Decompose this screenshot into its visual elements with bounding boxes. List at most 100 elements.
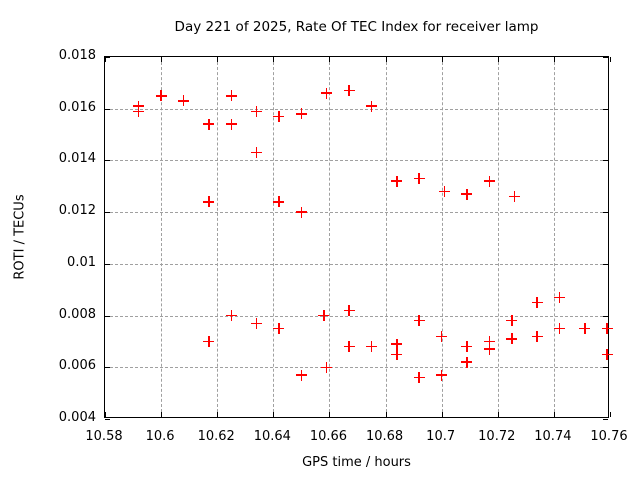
gridline-vertical <box>553 57 555 417</box>
gridline-vertical <box>273 57 275 417</box>
x-tick-label: 10.72 <box>478 429 516 444</box>
tick-mark-right <box>603 263 608 265</box>
tick-mark-bottom <box>553 412 555 417</box>
tick-mark-top <box>610 57 611 62</box>
x-axis-label: GPS time / hours <box>302 455 411 470</box>
tick-mark-bottom <box>105 412 106 417</box>
x-tick-label: 10.76 <box>590 429 628 444</box>
tick-mark-top <box>161 57 163 62</box>
tick-mark-left <box>105 160 110 162</box>
data-point <box>506 333 518 345</box>
gridline-vertical <box>385 57 387 417</box>
x-tick-label: 10.74 <box>534 429 572 444</box>
tick-mark-left <box>105 108 110 110</box>
x-tick-label: 10.58 <box>85 429 123 444</box>
y-tick-label: 0.006 <box>58 358 96 374</box>
tick-mark-right <box>603 57 608 58</box>
data-point <box>509 191 521 203</box>
x-tick-label: 10.7 <box>426 429 456 444</box>
data-point <box>483 343 495 355</box>
gridline-horizontal <box>105 108 608 110</box>
data-point <box>225 90 237 102</box>
data-point <box>483 175 495 187</box>
tick-mark-right <box>603 315 608 317</box>
data-point <box>413 315 425 327</box>
data-point <box>436 330 448 342</box>
tick-mark-left <box>105 419 110 420</box>
gridline-horizontal <box>105 367 608 369</box>
data-point <box>225 310 237 322</box>
data-point <box>391 175 403 187</box>
data-point <box>438 185 450 197</box>
data-point <box>554 291 565 303</box>
y-tick-label: 0.01 <box>67 254 96 270</box>
chart-title: Day 221 of 2025, Rate Of TEC Index for r… <box>174 19 539 35</box>
data-point <box>461 356 473 368</box>
data-point <box>531 297 543 309</box>
data-point <box>251 147 262 159</box>
tick-mark-left <box>105 212 110 214</box>
tick-mark-top <box>385 57 387 62</box>
tick-mark-top <box>273 57 275 62</box>
data-point <box>343 341 355 353</box>
tick-mark-right <box>603 212 608 214</box>
tick-mark-top <box>105 57 106 62</box>
data-point <box>203 335 215 347</box>
y-tick-label: 0.008 <box>58 306 96 322</box>
y-tick-label: 0.012 <box>58 203 96 219</box>
tick-mark-bottom <box>441 412 443 417</box>
gridline-horizontal <box>105 160 608 162</box>
data-point <box>273 110 285 122</box>
data-point <box>461 188 473 200</box>
data-point <box>273 323 285 334</box>
plot-area <box>104 56 613 420</box>
tick-mark-left <box>105 367 110 369</box>
tick-mark-bottom <box>497 412 499 417</box>
data-point <box>203 118 215 130</box>
gridline-vertical <box>217 57 219 417</box>
tick-mark-right <box>603 419 608 420</box>
tick-mark-bottom <box>273 412 275 417</box>
gridline-horizontal <box>105 263 608 265</box>
data-point <box>343 304 355 316</box>
tick-mark-top <box>497 57 499 62</box>
data-point <box>579 323 591 334</box>
tick-mark-bottom <box>610 412 611 417</box>
data-point <box>321 361 333 373</box>
data-point <box>133 105 145 117</box>
y-tick-label: 0.004 <box>58 410 96 425</box>
data-point <box>321 87 333 99</box>
data-point <box>601 323 613 334</box>
tick-mark-top <box>329 57 331 62</box>
gridline-vertical <box>497 57 499 417</box>
tick-mark-left <box>105 315 110 317</box>
data-point <box>295 108 307 120</box>
data-point <box>178 95 190 107</box>
data-point <box>601 348 613 360</box>
data-point <box>436 369 448 381</box>
tick-mark-top <box>217 57 219 62</box>
tick-mark-top <box>553 57 555 62</box>
data-point <box>413 372 425 384</box>
data-point <box>295 369 307 381</box>
data-point <box>203 196 215 208</box>
x-tick-label: 10.66 <box>309 429 348 444</box>
data-point <box>391 348 403 360</box>
data-point <box>318 310 330 322</box>
data-point <box>483 335 495 347</box>
gridline-horizontal <box>105 315 608 317</box>
x-tick-label: 10.68 <box>365 429 404 444</box>
data-point <box>155 90 167 102</box>
gridline-vertical <box>441 57 443 417</box>
y-tick-label: 0.016 <box>58 99 96 115</box>
data-point <box>295 206 307 218</box>
tick-mark-bottom <box>217 412 219 417</box>
y-tick-label: 0.014 <box>58 151 96 167</box>
tick-mark-bottom <box>385 412 387 417</box>
data-point <box>251 317 262 329</box>
data-point <box>225 118 237 130</box>
data-point <box>554 323 565 334</box>
tick-mark-left <box>105 57 110 58</box>
x-tick-label: 10.64 <box>253 429 291 444</box>
